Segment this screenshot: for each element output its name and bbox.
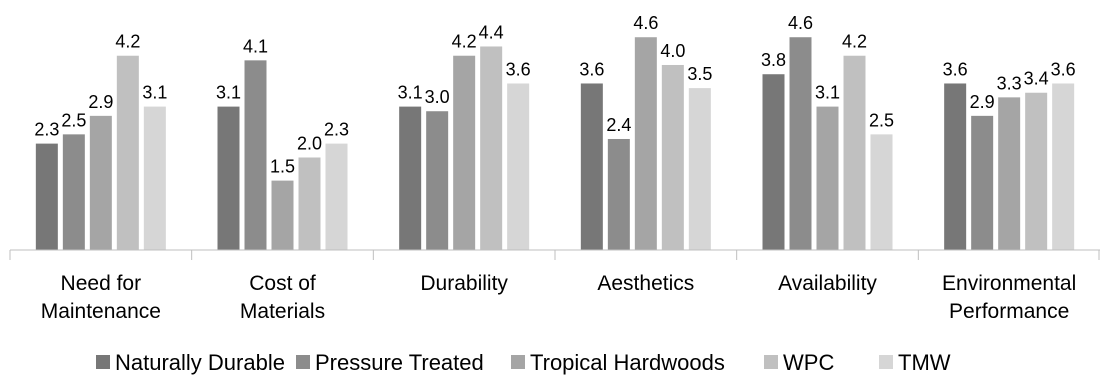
bar bbox=[426, 111, 449, 251]
legend-label: Naturally Durable bbox=[115, 350, 285, 375]
legend-label: Tropical Hardwoods bbox=[530, 350, 725, 375]
data-label: 3.6 bbox=[943, 59, 968, 79]
data-label: 3.0 bbox=[425, 87, 450, 107]
data-label: 4.2 bbox=[452, 32, 477, 52]
category-label: Aesthetics bbox=[597, 272, 694, 295]
category-label: Cost of bbox=[249, 272, 316, 295]
data-label: 3.8 bbox=[761, 50, 786, 70]
legend-swatch bbox=[764, 355, 778, 369]
data-label: 2.4 bbox=[606, 115, 631, 135]
data-label: 4.6 bbox=[788, 13, 813, 33]
bar bbox=[580, 83, 603, 251]
data-label: 4.4 bbox=[479, 22, 504, 42]
category-label: Need for bbox=[61, 272, 142, 295]
bars-layer bbox=[35, 37, 1075, 251]
data-label: 2.3 bbox=[34, 120, 59, 140]
legend-swatch bbox=[511, 355, 525, 369]
bar bbox=[143, 106, 166, 250]
bar bbox=[507, 83, 530, 251]
bar bbox=[1052, 83, 1075, 251]
legend-swatch bbox=[879, 355, 893, 369]
bar bbox=[998, 97, 1021, 251]
bar bbox=[870, 134, 893, 250]
data-label: 3.4 bbox=[1024, 69, 1049, 89]
data-label: 3.6 bbox=[506, 59, 531, 79]
bar bbox=[399, 106, 422, 250]
bar bbox=[35, 143, 58, 250]
bar bbox=[298, 157, 321, 250]
legend: Naturally Durable Pressure Treated Tropica… bbox=[96, 350, 951, 375]
category-label: Performance bbox=[949, 300, 1069, 323]
bar bbox=[607, 138, 630, 250]
bar bbox=[480, 46, 503, 250]
bar bbox=[62, 134, 85, 250]
legend-label: WPC bbox=[783, 350, 834, 375]
legend-swatch bbox=[96, 355, 110, 369]
data-label: 3.1 bbox=[398, 83, 423, 103]
bar bbox=[843, 55, 866, 251]
data-label: 2.0 bbox=[297, 133, 322, 153]
data-label: 3.1 bbox=[216, 83, 241, 103]
legend-swatch bbox=[296, 355, 310, 369]
bar bbox=[89, 115, 112, 250]
category-label: Durability bbox=[420, 272, 508, 295]
bar bbox=[1025, 92, 1048, 250]
data-label: 3.6 bbox=[579, 59, 604, 79]
data-label: 3.1 bbox=[815, 83, 840, 103]
data-label: 2.5 bbox=[61, 110, 86, 130]
bar bbox=[816, 106, 839, 250]
bar bbox=[325, 143, 348, 250]
bar bbox=[661, 64, 684, 250]
data-label: 2.9 bbox=[970, 92, 995, 112]
bar bbox=[634, 37, 657, 251]
legend-label: Pressure Treated bbox=[315, 350, 484, 375]
bar bbox=[217, 106, 240, 250]
data-label: 2.5 bbox=[869, 110, 894, 130]
data-label: 4.0 bbox=[660, 41, 685, 61]
value-labels-layer: 2.3 2.52.94.23.1 3.14.11.52.02.33.1 3.04.2 4… bbox=[34, 13, 1075, 176]
data-label: 4.6 bbox=[633, 13, 658, 33]
bar bbox=[944, 83, 967, 251]
data-label: 3.5 bbox=[687, 64, 712, 84]
data-label: 1.5 bbox=[270, 157, 295, 177]
x-axis bbox=[9, 249, 1100, 260]
data-label: 4.2 bbox=[842, 32, 867, 52]
category-label: Maintenance bbox=[41, 300, 161, 323]
data-label: 4.1 bbox=[243, 36, 268, 56]
data-label: 3.1 bbox=[142, 83, 167, 103]
data-label: 3.3 bbox=[997, 73, 1022, 93]
bar bbox=[762, 74, 785, 250]
category-label: Availability bbox=[778, 272, 877, 295]
legend-label: TMW bbox=[898, 350, 951, 375]
bar bbox=[244, 60, 267, 250]
category-labels-layer: Need for Maintenance Cost of Materials Durab… bbox=[41, 272, 1077, 323]
category-label: Materials bbox=[240, 300, 325, 323]
bar bbox=[116, 55, 139, 251]
data-label: 2.9 bbox=[88, 92, 113, 112]
bar bbox=[453, 55, 476, 251]
data-label: 2.3 bbox=[324, 120, 349, 140]
category-label: Environmental bbox=[942, 272, 1076, 295]
data-label: 3.6 bbox=[1051, 59, 1076, 79]
bar bbox=[789, 37, 812, 251]
bar bbox=[688, 88, 711, 250]
bar bbox=[271, 180, 294, 250]
data-label: 4.2 bbox=[115, 32, 140, 52]
bar bbox=[971, 115, 994, 250]
